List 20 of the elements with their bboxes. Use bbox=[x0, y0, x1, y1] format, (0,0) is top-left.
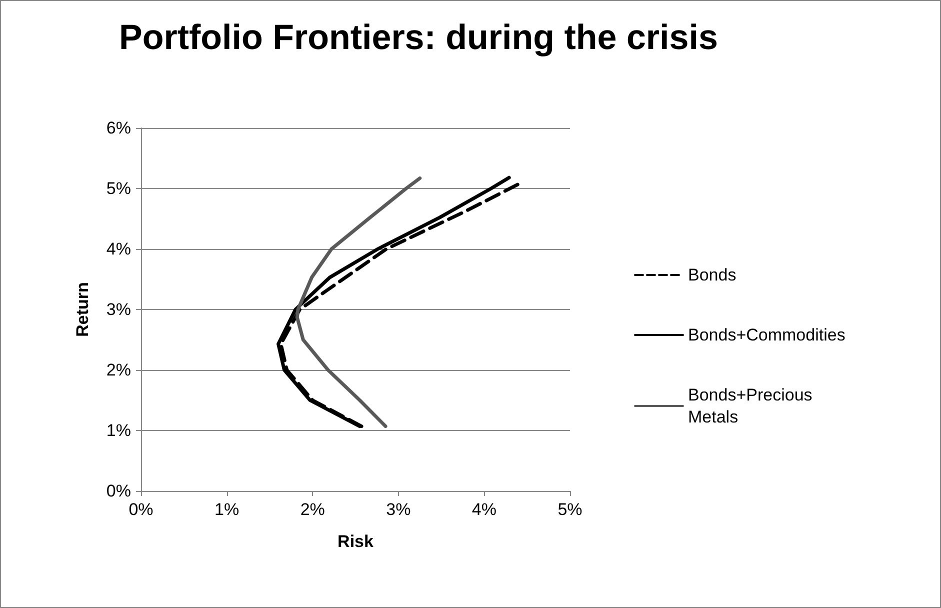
legend-label: Bonds bbox=[688, 266, 736, 284]
y-axis-title: Return bbox=[73, 282, 92, 337]
x-axis-title: Risk bbox=[338, 532, 374, 551]
y-tick-label: 1% bbox=[106, 421, 131, 440]
x-tick-label: 5% bbox=[558, 500, 582, 519]
y-tick-label: 5% bbox=[106, 179, 131, 198]
y-tick-label: 2% bbox=[106, 360, 131, 380]
legend-label: Bonds+Commodities bbox=[688, 326, 846, 344]
x-tick-label: 3% bbox=[386, 500, 411, 519]
y-tick-label: 4% bbox=[106, 240, 131, 258]
y-tick-label: 6% bbox=[106, 118, 131, 138]
y-tick-label: 3% bbox=[106, 300, 131, 319]
line-series bbox=[295, 176, 422, 428]
chart-title: Portfolio Frontiers: during the crisis bbox=[119, 18, 718, 57]
y-tick-label: 0% bbox=[106, 482, 131, 500]
x-tick-label: 4% bbox=[472, 500, 496, 519]
x-tick-label: 0% bbox=[128, 500, 154, 519]
x-tick-label: 2% bbox=[300, 500, 325, 519]
x-tick-label: 1% bbox=[214, 500, 240, 519]
legend-label: Bonds+Precious Metals bbox=[688, 386, 817, 426]
